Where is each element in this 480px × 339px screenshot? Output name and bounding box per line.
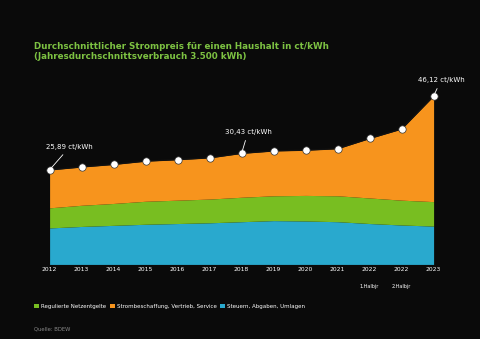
Point	[366, 136, 373, 141]
Point	[302, 147, 310, 153]
Text: (Jahresdurchschnittsverbrauch 3.500 kWh): (Jahresdurchschnittsverbrauch 3.500 kWh)	[34, 52, 246, 61]
Text: 46,12 ct/kWh: 46,12 ct/kWh	[418, 77, 464, 94]
Point	[142, 158, 149, 164]
Point	[206, 155, 214, 161]
Point	[110, 162, 118, 167]
Point	[78, 164, 85, 170]
Text: 1.Halbjr: 1.Halbjr	[360, 284, 379, 290]
Point	[398, 126, 406, 132]
Legend: Regulierte Netzentgelte, Strombeschaffung, Vertrieb, Service, Steuern, Abgaben, : Regulierte Netzentgelte, Strombeschaffun…	[32, 301, 308, 311]
Point	[334, 146, 341, 152]
Text: 25,89 ct/kWh: 25,89 ct/kWh	[47, 144, 93, 168]
Point	[46, 167, 53, 173]
Point	[238, 151, 245, 156]
Point	[174, 157, 181, 162]
Text: 2.Halbjr: 2.Halbjr	[392, 284, 411, 290]
Text: Quelle: BDEW: Quelle: BDEW	[34, 326, 70, 332]
Point	[270, 148, 277, 154]
Text: Durchschnittlicher Strompreis für einen Haushalt in ct/kWh: Durchschnittlicher Strompreis für einen …	[34, 42, 328, 51]
Text: 30,43 ct/kWh: 30,43 ct/kWh	[225, 129, 271, 151]
Point	[430, 93, 437, 99]
